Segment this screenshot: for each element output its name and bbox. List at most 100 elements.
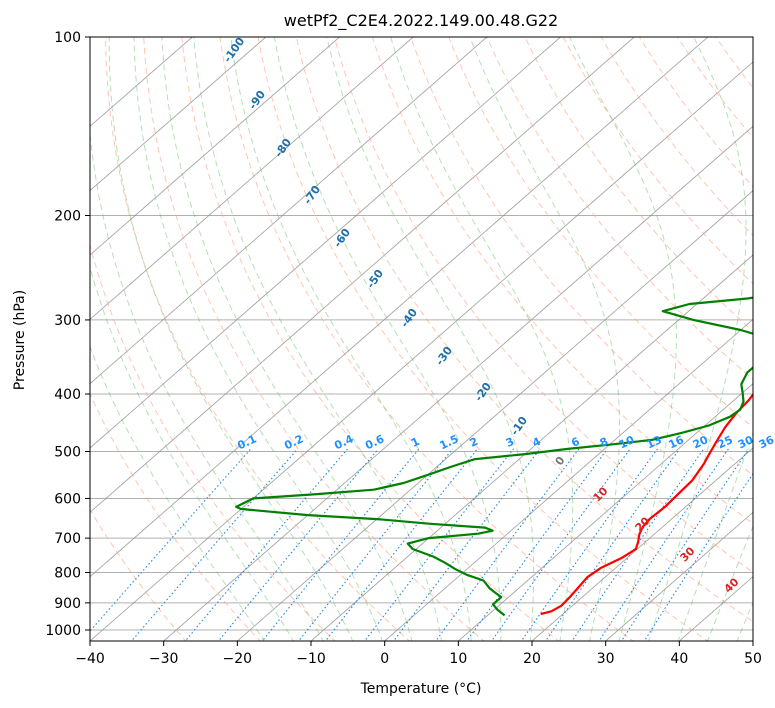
y-tick-label: 900 [54, 596, 81, 612]
mixing-ratio-line [620, 448, 750, 641]
dry-adiabat-line [524, 37, 753, 333]
profile-curves [235, 296, 753, 617]
isotherm-line [752, 640, 753, 641]
dry-adiabat-line [105, 37, 411, 641]
dry-adiabat-line [448, 37, 753, 428]
dry-adiabat-line [181, 37, 560, 641]
y-tick-label: 800 [54, 566, 81, 582]
mixing-ratio-line [261, 448, 420, 641]
chart-title: wetPf2_C2E4.2022.149.00.48.G22 [284, 11, 558, 31]
y-tick-label: 200 [54, 209, 81, 225]
x-tick-label: −30 [149, 651, 179, 667]
dry-adiabat-line [90, 508, 187, 641]
mixing-ratio-label: 10 [617, 433, 637, 451]
x-axis: −40 −30 −20 −10 0 10 20 30 40 50 [75, 641, 762, 667]
isotherm-line [90, 37, 267, 192]
dry-adiabat-line [295, 37, 753, 623]
temperature-profile [540, 392, 753, 616]
dry-adiabat-line [562, 37, 753, 285]
dry-adiabat-line [410, 37, 753, 476]
y-tick-label: 400 [54, 387, 81, 403]
mixing-ratio-line [466, 448, 608, 641]
y-axis-title: Pressure (hPa) [12, 290, 28, 390]
moist-adiabat-line [90, 345, 265, 641]
isotherm-line [90, 37, 635, 513]
moist-adiabat-line [273, 37, 502, 641]
mixing-ratio-label: 13 [644, 433, 663, 451]
mixing-ratio-line [363, 448, 515, 641]
x-tick-label: −20 [223, 651, 253, 667]
isotherm-line [457, 383, 753, 641]
mixing-ratio-label: 0.1 [235, 432, 258, 452]
dry-adiabat-line [486, 37, 753, 380]
moist-adiabat-label: 20 [633, 514, 653, 534]
isotherm-line [383, 318, 753, 641]
moist-adiabat-line [133, 37, 383, 641]
y-tick-label: 300 [54, 313, 81, 329]
isotherm-line [162, 125, 753, 641]
mixing-ratio-label: 8 [598, 435, 610, 450]
isotherm-line [90, 37, 709, 578]
mixing-ratio-label: 0.2 [282, 432, 305, 452]
y-tick-label: 600 [54, 491, 81, 507]
dry-adiabat-line [257, 37, 709, 641]
isotherm-line [90, 37, 414, 320]
x-tick-label: 0 [380, 651, 389, 667]
isotherm-line [90, 37, 341, 256]
mixing-ratio-line [490, 448, 631, 641]
dry-adiabat-line [371, 37, 753, 525]
y-tick-label: 1000 [45, 623, 81, 639]
dry-adiabat-line [219, 37, 635, 641]
dry-adiabat-line [333, 37, 753, 573]
dry-adiabat-label: -70 [301, 183, 323, 207]
isotherm-line [310, 254, 753, 641]
isotherm-line [604, 511, 753, 641]
mixing-ratio-line [90, 448, 252, 633]
moist-adiabat-line [469, 37, 620, 641]
line-labels: 0.1 0.2 0.4 0.6 1 1.5 2 3 4 6 8 10 13 16 20 25 30 36-100-… [221, 35, 775, 596]
mixing-ratio-label: 30 [736, 433, 756, 451]
mixing-ratio-line [217, 448, 379, 641]
moist-adiabat-line [90, 265, 295, 641]
mixing-ratio-line [643, 472, 753, 641]
x-tick-label: 50 [744, 651, 762, 667]
mixing-ratio-line [571, 448, 705, 641]
mixing-ratio-line [392, 448, 541, 641]
x-tick-label: −10 [296, 651, 326, 667]
plot-background-lines [90, 37, 753, 641]
moist-adiabat-line [193, 37, 443, 641]
mixing-ratio-label: 1 [409, 435, 421, 450]
isotherm-line [90, 37, 562, 449]
y-tick-label: 500 [54, 444, 81, 460]
mixing-ratio-label: 36 [757, 433, 775, 451]
dry-adiabat-line [715, 37, 753, 89]
mixing-ratio-line [324, 448, 478, 641]
isotherm-line [90, 37, 488, 385]
moist-adiabat-line [648, 37, 747, 641]
mixing-ratio-label: 20 [691, 433, 711, 451]
x-tick-label: 30 [597, 651, 615, 667]
dry-adiabat-label: -40 [398, 306, 420, 330]
plot-frame [89, 36, 754, 642]
x-tick-label: 10 [449, 651, 467, 667]
y-tick-label: 700 [54, 531, 81, 547]
mixing-ratio-line [544, 448, 681, 641]
dry-adiabat-line [90, 242, 336, 641]
x-tick-label: 20 [523, 651, 541, 667]
y-axis: 1000 900 800 700 600 500 400 300 200 100 [45, 30, 90, 639]
mixing-ratio-line [297, 448, 454, 641]
moist-adiabat-label: 40 [722, 575, 742, 595]
y-tick-label: 100 [54, 30, 81, 46]
dry-adiabat-label: -20 [472, 380, 494, 404]
x-tick-label: −40 [75, 651, 105, 667]
dry-adiabat-line [143, 37, 485, 641]
isotherm-line [90, 37, 193, 127]
mixing-ratio-label: 25 [715, 433, 734, 451]
mixing-ratio-line [130, 448, 299, 641]
dry-adiabat-label: -90 [246, 88, 268, 112]
dry-adiabat-label: -30 [433, 344, 455, 368]
moist-adiabat-line [736, 601, 753, 641]
moist-adiabat-line [108, 37, 354, 641]
isotherm-line [531, 447, 753, 641]
